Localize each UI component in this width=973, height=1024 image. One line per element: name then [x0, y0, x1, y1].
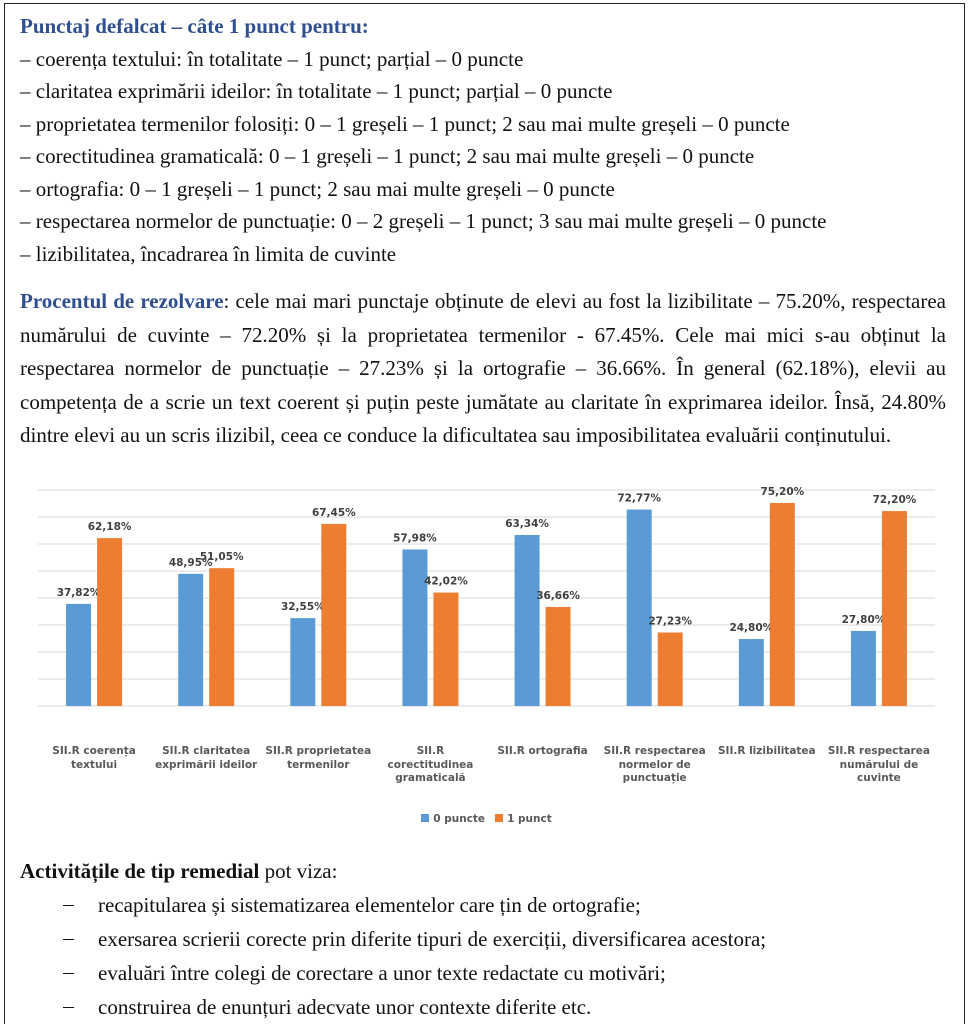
scoring-section: Punctaj defalcat – câte 1 punct pentru: …: [20, 10, 955, 270]
bar: [66, 603, 92, 706]
data-label: 37,82%: [57, 587, 101, 599]
item-text: recapitularea și sistematizarea elemente…: [98, 893, 641, 917]
bar: [769, 502, 795, 706]
data-label: 63,34%: [505, 518, 549, 530]
data-label: 27,23%: [648, 615, 692, 627]
data-label: 27,80%: [842, 614, 886, 626]
bar: [290, 618, 316, 706]
legend-swatch: [421, 814, 430, 822]
list-item: evaluări între colegi de corectare a uno…: [20, 956, 955, 990]
dash: [63, 939, 74, 940]
dash: [63, 973, 74, 974]
dash: [63, 905, 74, 906]
heading-text: pot viza:: [259, 859, 338, 883]
bar: [178, 573, 204, 706]
data-label: 42,02%: [424, 576, 468, 588]
criterion: – corectitudinea gramaticală: 0 – 1 greș…: [20, 144, 755, 168]
heading: Punctaj defalcat – câte 1 punct pentru:: [20, 14, 369, 38]
results-paragraph: Procentul de rezolvare: cele mai mari pu…: [20, 285, 946, 453]
legend: 0 puncte 1 punct: [0, 813, 973, 825]
section-heading: Activitățile de tip remedial pot viza:: [20, 855, 955, 888]
bar: [626, 509, 652, 706]
legend-label: 0 puncte: [433, 813, 486, 825]
x-tick-label: SII.R respectarea numărului de cuvinte: [827, 745, 930, 784]
bar: [545, 607, 571, 706]
data-label: 57,98%: [393, 532, 437, 544]
criterion: – claritatea exprimării ideilor: în tota…: [20, 79, 613, 103]
data-label: 48,95%: [169, 557, 213, 569]
bar: [433, 592, 459, 706]
remedial-section: Activitățile de tip remedial pot viza: r…: [20, 855, 955, 1024]
x-tick-label: SII.R proprietatea termenilor: [265, 745, 372, 771]
list-item: construirea de enunțuri adecvate unor co…: [20, 990, 955, 1024]
data-label: 72,77%: [617, 493, 661, 505]
item-text: construirea de enunțuri adecvate unor co…: [98, 995, 592, 1019]
x-tick-label: SII.R respectarea normelor de punctuație: [603, 745, 706, 784]
bar: [881, 511, 907, 706]
frame: [4, 3, 965, 1024]
paragraph-text: : cele mai mari punctaje obținute de ele…: [20, 289, 946, 448]
legend-label: 1 punct: [507, 813, 552, 825]
x-tick-label: SII.R corectitudinea gramaticală: [387, 745, 474, 784]
data-label: 24,80%: [729, 622, 773, 634]
criterion: – ortografia: 0 – 1 greșeli – 1 punct; 2…: [20, 176, 615, 201]
list-item: recapitularea și sistematizarea elemente…: [20, 888, 955, 922]
bar: [850, 630, 876, 706]
heading-label: Activitățile de tip remedial: [20, 859, 260, 883]
criterion: – proprietatea termenilor folosiți: 0 – …: [20, 111, 790, 136]
item-text: exersarea scrierii corecte prin diferite…: [98, 927, 767, 951]
bar: [402, 549, 428, 706]
criterion: – coerența textului: în totalitate – 1 p…: [20, 46, 524, 71]
legend-item: 0 puncte: [421, 813, 485, 825]
legend-item: 1 punct: [495, 813, 552, 825]
bar: [514, 534, 540, 706]
list-item: exersarea scrierii corecte prin diferite…: [20, 922, 955, 956]
legend-swatch: [495, 814, 504, 822]
data-label: 67,45%: [312, 507, 356, 519]
data-label: 72,20%: [873, 494, 917, 506]
item-text: evaluări între colegi de corectare a uno…: [98, 961, 666, 985]
bar: [321, 523, 347, 706]
x-tick-label: SII.R coerența textului: [52, 745, 136, 771]
criterion: – respectarea normelor de punctuație: 0 …: [20, 209, 827, 233]
dash: [63, 1007, 74, 1008]
bar: [657, 632, 683, 706]
x-tick-label: SII.R ortografia: [497, 745, 588, 757]
paragraph-label: Procentul de rezolvare: [20, 289, 224, 313]
x-tick-label: SII.R lizibilitatea: [717, 745, 816, 757]
data-label: 36,66%: [536, 590, 580, 602]
bar: [97, 538, 123, 706]
data-label: 62,18%: [88, 521, 132, 533]
data-label: 75,20%: [760, 486, 804, 498]
bar: [738, 639, 764, 706]
x-tick-label: SII.R claritatea exprimării ideilor: [155, 745, 258, 771]
data-label: 32,55%: [281, 601, 325, 613]
chart: 37,82% 62,18% 48,95%51,05% 32,55% 67,45% 57,9…: [38, 486, 935, 707]
data-label: 51,05%: [200, 551, 244, 563]
bar: [209, 568, 235, 706]
criterion: – lizibilitatea, încadrarea în limita de…: [20, 241, 397, 266]
